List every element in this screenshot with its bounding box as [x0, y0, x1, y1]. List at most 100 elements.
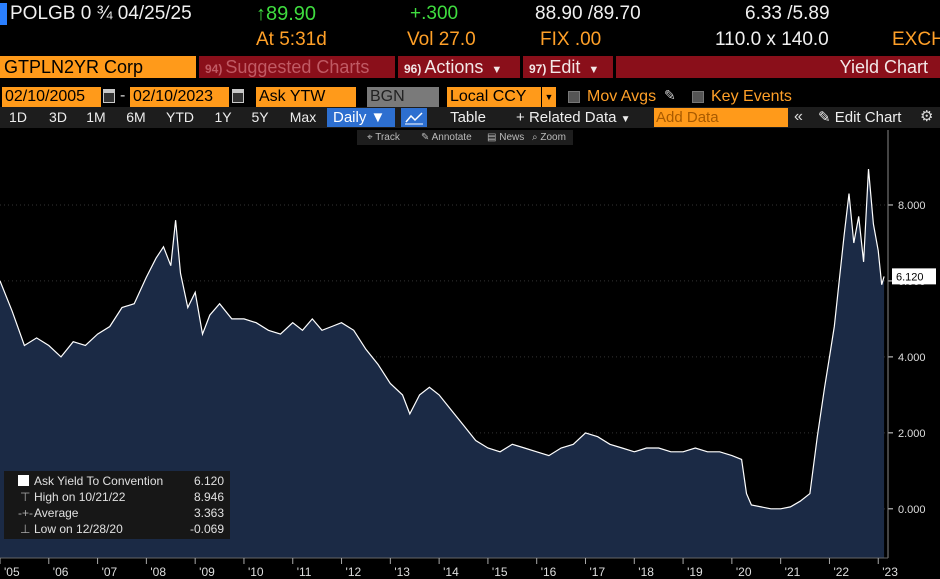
pricing-source-field[interactable]: BGN — [367, 87, 439, 107]
mov-avgs-checkbox[interactable] — [568, 91, 580, 103]
high-marker-icon: ⊤ — [20, 490, 31, 504]
period-dropdown[interactable]: Daily ▼ — [327, 108, 395, 127]
suggested-charts-label: Suggested Charts — [225, 57, 370, 77]
chart-legend: Ask Yield To Convention 6.120 ⊤ High on … — [4, 471, 230, 539]
x-tick-label: '13 — [394, 565, 410, 579]
collapse-icon[interactable]: « — [794, 108, 803, 125]
table-button[interactable]: Table — [450, 109, 486, 126]
edit-label: Edit — [549, 57, 581, 77]
date-separator: - — [120, 87, 126, 104]
annotate-label: Annotate — [431, 132, 472, 143]
period-label: Daily — [333, 109, 367, 126]
currency-select[interactable]: Local CCY — [447, 87, 541, 107]
edit-caret-icon: ▼ — [588, 64, 600, 76]
line-chart-icon — [405, 112, 423, 125]
zoom-label: Zoom — [540, 132, 566, 143]
edit-chart-button[interactable]: ✎ Edit Chart — [818, 108, 901, 127]
legend-high-row: ⊤ High on 10/21/22 8.946 — [4, 489, 230, 505]
range-max[interactable]: Max — [289, 109, 317, 125]
y-tick-label: 2.000 — [898, 428, 926, 440]
related-data-button[interactable]: + Related Data ▼ — [516, 108, 631, 129]
bid-ask-size: 110.0 x 140.0 — [715, 29, 829, 50]
last-price: ↑89.90 — [256, 3, 317, 25]
actions-menu-button[interactable]: 96) Actions ▼ — [398, 56, 520, 78]
low-marker-icon: ⊥ — [20, 522, 31, 536]
edit-menu-button[interactable]: 97) Edit ▼ — [523, 56, 613, 78]
series-swatch — [18, 475, 29, 486]
range-toolbar: 1D 3D 1M 6M YTD 1Y 5Y Max Daily ▼ Table … — [0, 107, 940, 128]
legend-high-value: 8.946 — [193, 490, 224, 504]
function-title-bar: Yield Chart — [616, 56, 940, 78]
zoom-tool[interactable]: ⌕ Zoom — [532, 132, 566, 143]
x-tick-label: '16 — [541, 565, 557, 579]
y-tick-label: 0.000 — [898, 504, 926, 516]
legend-average-label: Average — [34, 506, 79, 520]
end-calendar-icon[interactable] — [232, 89, 244, 103]
y-tick-label: 4.000 — [898, 352, 926, 364]
range-ytd[interactable]: YTD — [166, 109, 194, 125]
start-date-field[interactable]: 02/10/2005 — [2, 87, 101, 107]
last-time: At 5:31d — [256, 29, 327, 50]
average-marker-icon: -+- — [18, 506, 33, 520]
x-tick-label: '14 — [443, 565, 459, 579]
key-events-checkbox[interactable] — [692, 91, 704, 103]
last-value-label: 6.120 — [896, 271, 924, 283]
bid-ask-price: 88.90 /89.70 — [535, 3, 641, 24]
period-caret-icon: ▼ — [370, 109, 386, 126]
fix-value: FIX .00 — [540, 29, 602, 50]
legend-series-row[interactable]: Ask Yield To Convention 6.120 — [4, 473, 230, 489]
track-tool[interactable]: ⌖ Track — [367, 132, 400, 143]
edit-chart-pencil-icon: ✎ — [818, 109, 831, 126]
line-chart-type-button[interactable] — [401, 108, 427, 127]
add-data-input[interactable]: Add Data — [654, 108, 788, 127]
ticker-field[interactable]: GTPLN2YR Corp — [0, 56, 196, 78]
function-title: Yield Chart — [839, 57, 928, 77]
volume: Vol 27.0 — [407, 29, 476, 50]
x-tick-label: '23 — [882, 565, 898, 579]
x-tick-label: '05 — [4, 565, 20, 579]
range-1y[interactable]: 1Y — [214, 109, 232, 125]
y-tick-label: 8.000 — [898, 200, 926, 212]
x-tick-label: '08 — [150, 565, 166, 579]
actions-caret-icon: ▼ — [491, 64, 503, 76]
suggested-charts-button[interactable]: 94) Suggested Charts — [199, 56, 395, 78]
x-tick-label: '22 — [833, 565, 849, 579]
price-change: +.300 — [410, 3, 459, 24]
x-tick-label: '20 — [736, 565, 752, 579]
start-calendar-icon[interactable] — [103, 89, 115, 103]
range-1d[interactable]: 1D — [9, 109, 27, 125]
annotate-tool[interactable]: ✎ Annotate — [421, 132, 472, 143]
bid-ask-yield: 6.33 /5.89 — [745, 3, 830, 24]
yield-field-select[interactable]: Ask YTW — [256, 87, 356, 107]
edit-number: 97) — [529, 62, 547, 76]
x-tick-label: '06 — [53, 565, 69, 579]
range-6m[interactable]: 6M — [126, 109, 146, 125]
x-tick-label: '15 — [492, 565, 508, 579]
legend-low-label: Low on 12/28/20 — [34, 522, 123, 536]
x-tick-label: '11 — [297, 565, 312, 579]
x-tick-label: '07 — [102, 565, 118, 579]
suggested-charts-number: 94) — [205, 62, 223, 76]
range-5y[interactable]: 5Y — [251, 109, 269, 125]
legend-high-label: High on 10/21/22 — [34, 490, 126, 504]
key-events-label: Key Events — [711, 88, 792, 105]
range-1m[interactable]: 1M — [86, 109, 106, 125]
currency-dropdown-icon[interactable]: ▼ — [542, 87, 556, 107]
security-marker — [0, 3, 7, 25]
x-tick-label: '17 — [589, 565, 605, 579]
x-tick-label: '19 — [687, 565, 703, 579]
legend-low-value: -0.069 — [189, 522, 224, 536]
gear-icon[interactable]: ⚙ — [920, 108, 934, 125]
legend-series-name: Ask Yield To Convention — [34, 474, 164, 488]
x-tick-label: '12 — [346, 565, 362, 579]
news-tool[interactable]: ▤ News — [487, 132, 525, 143]
x-tick-label: '21 — [785, 565, 801, 579]
x-tick-label: '09 — [199, 565, 215, 579]
legend-average-row: -+- Average 3.363 — [4, 505, 230, 521]
plus-icon: + — [516, 109, 525, 126]
range-3d[interactable]: 3D — [49, 109, 67, 125]
pencil-icon[interactable]: ✎ — [664, 87, 676, 103]
end-date-field[interactable]: 02/10/2023 — [130, 87, 229, 107]
